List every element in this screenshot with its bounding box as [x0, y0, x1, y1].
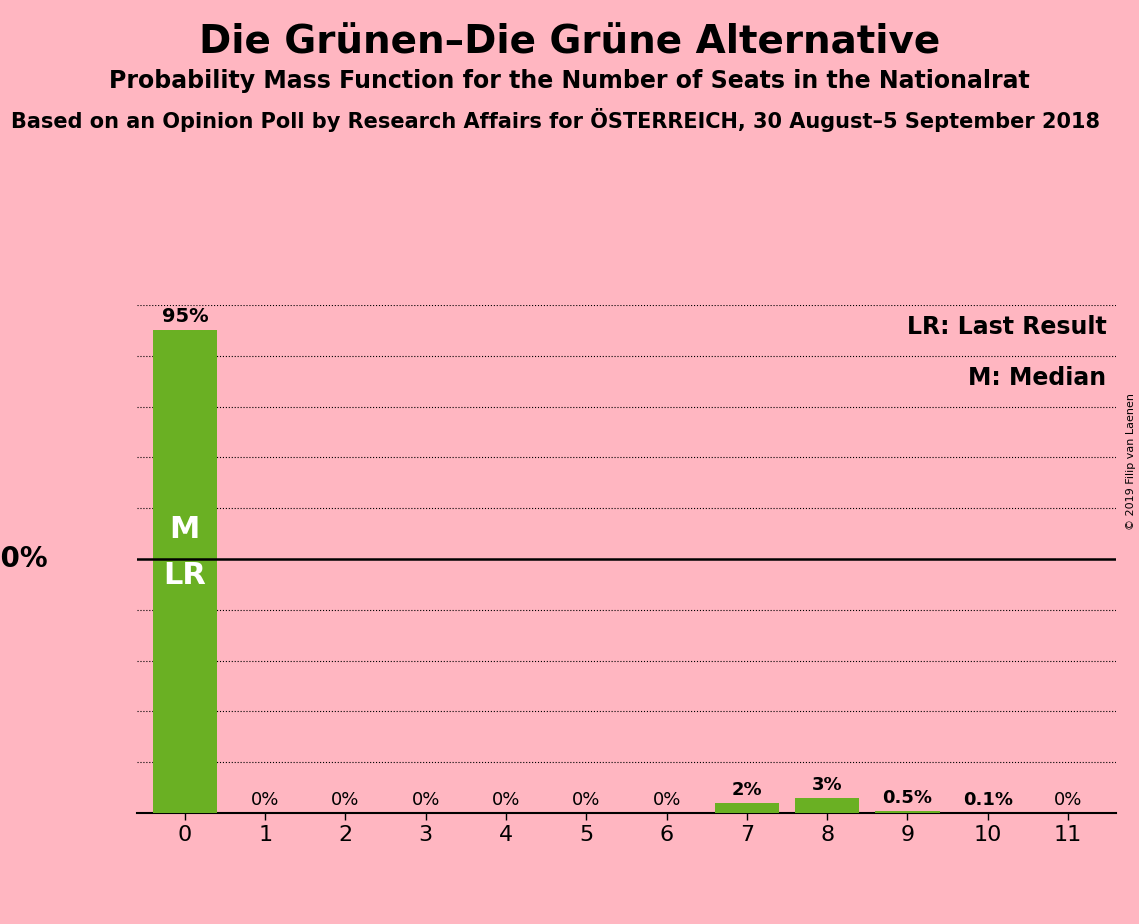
Text: LR: LR — [163, 561, 206, 590]
Text: 0.5%: 0.5% — [883, 788, 933, 807]
Bar — [715, 803, 779, 813]
Text: © 2019 Filip van Laenen: © 2019 Filip van Laenen — [1125, 394, 1136, 530]
Bar — [876, 810, 940, 813]
Text: 0%: 0% — [331, 791, 360, 809]
Text: 0%: 0% — [653, 791, 681, 809]
Bar — [795, 797, 859, 813]
Text: M: M — [170, 515, 200, 543]
Text: Based on an Opinion Poll by Research Affairs for ÖSTERREICH, 30 August–5 Septemb: Based on an Opinion Poll by Research Aff… — [11, 108, 1100, 132]
Text: LR: Last Result: LR: Last Result — [907, 315, 1106, 339]
Text: Die Grünen–Die Grüne Alternative: Die Grünen–Die Grüne Alternative — [199, 23, 940, 61]
Text: M: Median: M: Median — [968, 366, 1106, 390]
Text: 2%: 2% — [731, 781, 762, 799]
Text: 3%: 3% — [812, 776, 843, 794]
Text: 0.1%: 0.1% — [962, 791, 1013, 808]
Text: 50%: 50% — [0, 545, 49, 573]
Text: 95%: 95% — [162, 308, 208, 326]
Text: 0%: 0% — [411, 791, 440, 809]
Bar — [153, 330, 216, 813]
Text: Probability Mass Function for the Number of Seats in the Nationalrat: Probability Mass Function for the Number… — [109, 69, 1030, 93]
Text: 0%: 0% — [251, 791, 279, 809]
Text: 0%: 0% — [572, 791, 600, 809]
Text: 0%: 0% — [492, 791, 521, 809]
Text: 0%: 0% — [1054, 791, 1082, 809]
